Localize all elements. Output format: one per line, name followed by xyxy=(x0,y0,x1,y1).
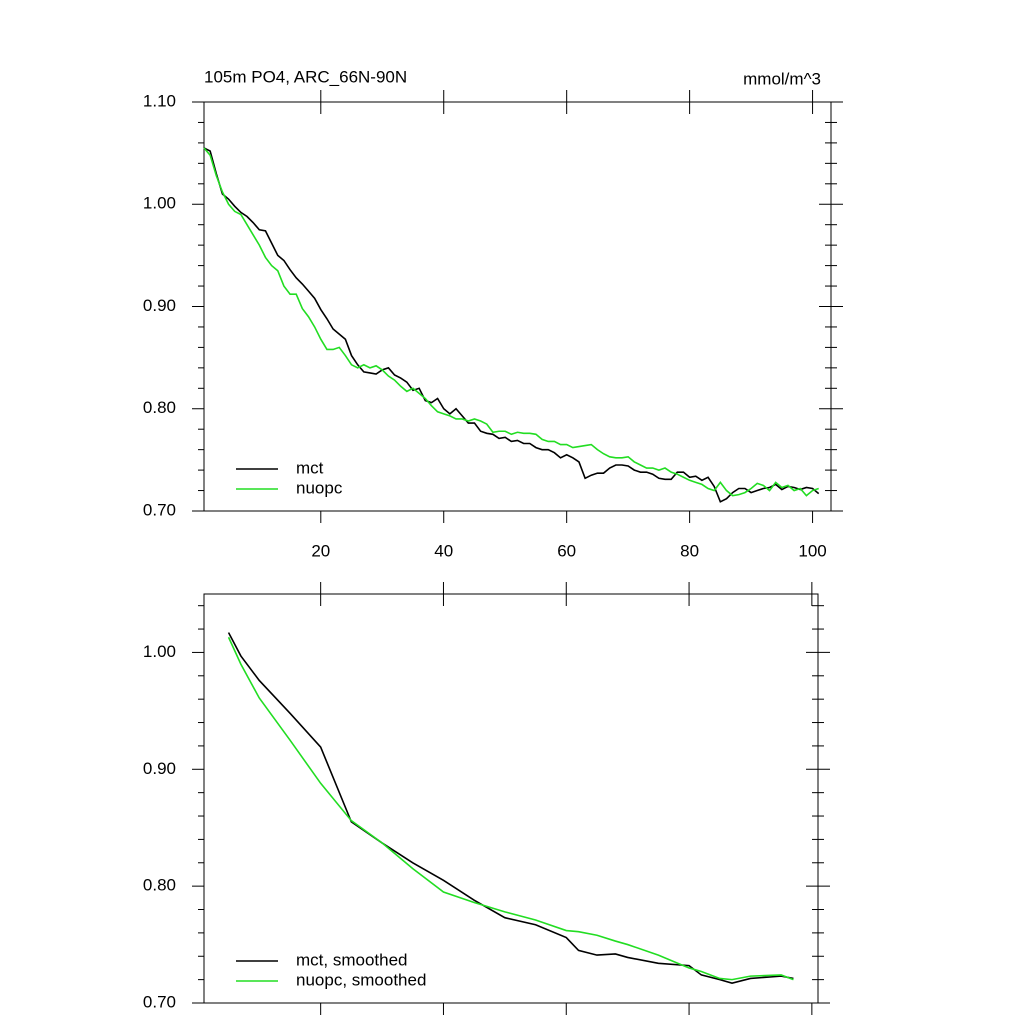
y-tick-label: 0.90 xyxy=(143,759,176,778)
plot-frame xyxy=(203,593,819,1004)
y-tick-label: 1.10 xyxy=(143,91,176,110)
x-tick-label: 100 xyxy=(798,541,826,560)
y-tick-label: 0.70 xyxy=(143,992,176,1011)
data-line xyxy=(227,632,794,984)
units-label: mmol/m^3 xyxy=(743,69,821,88)
data-line xyxy=(203,147,820,503)
x-tick-label: 40 xyxy=(434,541,453,560)
legend-label: mct xyxy=(296,458,324,477)
data-line xyxy=(227,636,794,981)
legend-label: mct, smoothed xyxy=(296,950,408,969)
legend-label: nuopc, smoothed xyxy=(296,970,426,989)
chart-title: 105m PO4, ARC_66N-90N xyxy=(204,67,407,86)
legend-label: nuopc xyxy=(296,478,343,497)
y-tick-label: 0.80 xyxy=(143,398,176,417)
y-tick-label: 1.00 xyxy=(143,194,176,213)
x-tick-label: 20 xyxy=(311,541,330,560)
y-tick-label: 1.00 xyxy=(143,642,176,661)
x-tick-label: 80 xyxy=(680,541,699,560)
y-tick-label: 0.70 xyxy=(143,500,176,519)
y-tick-label: 0.90 xyxy=(143,296,176,315)
x-tick-label: 60 xyxy=(557,541,576,560)
data-line xyxy=(203,147,819,497)
y-tick-label: 0.80 xyxy=(143,876,176,895)
